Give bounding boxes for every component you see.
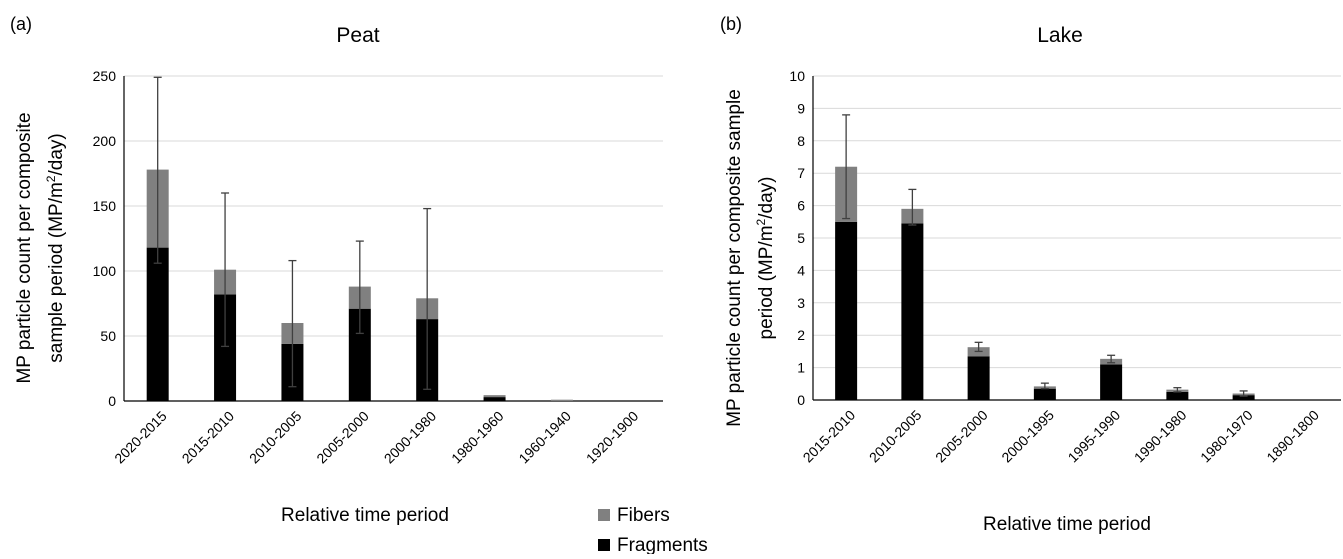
legend-fragments-label: Fragments	[617, 535, 708, 554]
peat-y-tick-label: 150	[93, 198, 117, 214]
lake-bar-fragments	[835, 221, 858, 400]
lake-bar-fragments	[1232, 395, 1255, 400]
peat-y-axis-label-suffix: /day)	[46, 133, 67, 175]
peat-bar-fibers	[550, 399, 573, 401]
lake-x-tick-label: 2005-2000	[932, 407, 991, 466]
lake-y-tick-label: 1	[797, 360, 805, 376]
lake-y-tick-label: 6	[797, 198, 805, 214]
peat-bar-fragments	[214, 294, 237, 401]
lake-x-tick-label: 1980-1970	[1197, 407, 1256, 466]
lake-y-axis-label-prefix: period (MP/m	[756, 225, 777, 339]
peat-x-tick-label: 1960-1940	[515, 408, 574, 467]
lake-y-axis-label-line2: period (MP/m2/day)	[754, 177, 777, 340]
legend-fragments-swatch	[598, 539, 610, 551]
peat-x-tick-label: 2015-2010	[179, 408, 238, 467]
peat-bar-fibers	[483, 395, 506, 398]
peat-bar-fragments	[483, 397, 506, 401]
legend: Fibers Fragments	[598, 505, 708, 556]
lake-x-axis-label: Relative time period	[983, 514, 1151, 535]
lake-chart: (b) Lake MP particle count per composite…	[720, 14, 1341, 535]
peat-plot-area: 0 50 100 150 200 250 2020-2015 2015-2010 2010-20…	[93, 68, 663, 466]
panel-label-a: (a)	[10, 14, 32, 34]
lake-x-tick-label: 1995-1990	[1065, 407, 1124, 466]
lake-y-axis-label-line1: MP particle count per composite sample	[724, 89, 745, 427]
lake-bar-fragments	[1166, 391, 1189, 400]
peat-chart: (a) Peat MP particle count per composite…	[10, 14, 663, 526]
peat-y-axis-label-line2: sample period (MP/m2/day)	[44, 133, 67, 363]
lake-y-tick-label: 3	[797, 295, 805, 311]
lake-y-tick-label: 10	[789, 68, 805, 84]
lake-y-axis-label-superscript: 2	[754, 218, 768, 225]
peat-bar-fragments	[348, 308, 371, 401]
legend-fibers-swatch	[598, 509, 610, 521]
peat-y-axis-label-line1: MP particle count per composite	[14, 112, 35, 383]
lake-bar-fragments	[1033, 388, 1056, 400]
lake-chart-title: Lake	[1037, 24, 1083, 47]
peat-x-tick-label: 2010-2005	[246, 408, 305, 467]
lake-x-tick-label: 2010-2005	[866, 407, 925, 466]
lake-bar-fragments	[1100, 364, 1123, 400]
lake-y-axis-label-suffix: /day)	[756, 177, 777, 219]
peat-x-tick-label: 1920-1900	[583, 408, 642, 467]
peat-y-tick-label: 50	[100, 328, 116, 344]
lake-x-tick-label: 2000-1995	[998, 407, 1057, 466]
peat-y-tick-label: 0	[108, 393, 116, 409]
peat-y-tick-label: 200	[93, 133, 117, 149]
lake-y-tick-label: 2	[797, 327, 805, 343]
peat-x-tick-label: 2020-2015	[111, 408, 170, 467]
lake-y-tick-label: 9	[797, 100, 805, 116]
peat-bar-fragments	[146, 247, 169, 401]
lake-x-tick-label: 2015-2010	[800, 407, 859, 466]
peat-x-axis-label: Relative time period	[281, 505, 449, 526]
lake-y-tick-label: 4	[797, 262, 805, 278]
peat-y-axis-label-prefix: sample period (MP/m	[46, 182, 67, 363]
lake-y-tick-label: 0	[797, 392, 805, 408]
lake-x-tick-label: 1890-1800	[1263, 407, 1322, 466]
peat-x-tick-label: 1980-1960	[448, 408, 507, 467]
peat-y-tick-label: 100	[93, 263, 117, 279]
lake-bar-fragments	[967, 356, 990, 400]
lake-x-tick-label: 1990-1980	[1131, 407, 1190, 466]
lake-bar-fragments	[901, 223, 924, 400]
legend-fibers-label: Fibers	[617, 505, 670, 526]
peat-y-tick-label: 250	[93, 68, 117, 84]
lake-y-tick-label: 8	[797, 133, 805, 149]
peat-chart-title: Peat	[336, 24, 379, 47]
lake-plot-area: 0 1 2 3 4 5 6 7 8 9 10 2015-2010 2010-2005 2005-2000 2…	[789, 68, 1341, 465]
peat-y-axis-label-superscript: 2	[44, 175, 58, 182]
peat-x-tick-label: 2000-1980	[381, 408, 440, 467]
lake-y-tick-label: 7	[797, 165, 805, 181]
lake-y-tick-label: 5	[797, 230, 805, 246]
panel-label-b: (b)	[720, 14, 742, 34]
peat-x-tick-label: 2005-2000	[313, 408, 372, 467]
